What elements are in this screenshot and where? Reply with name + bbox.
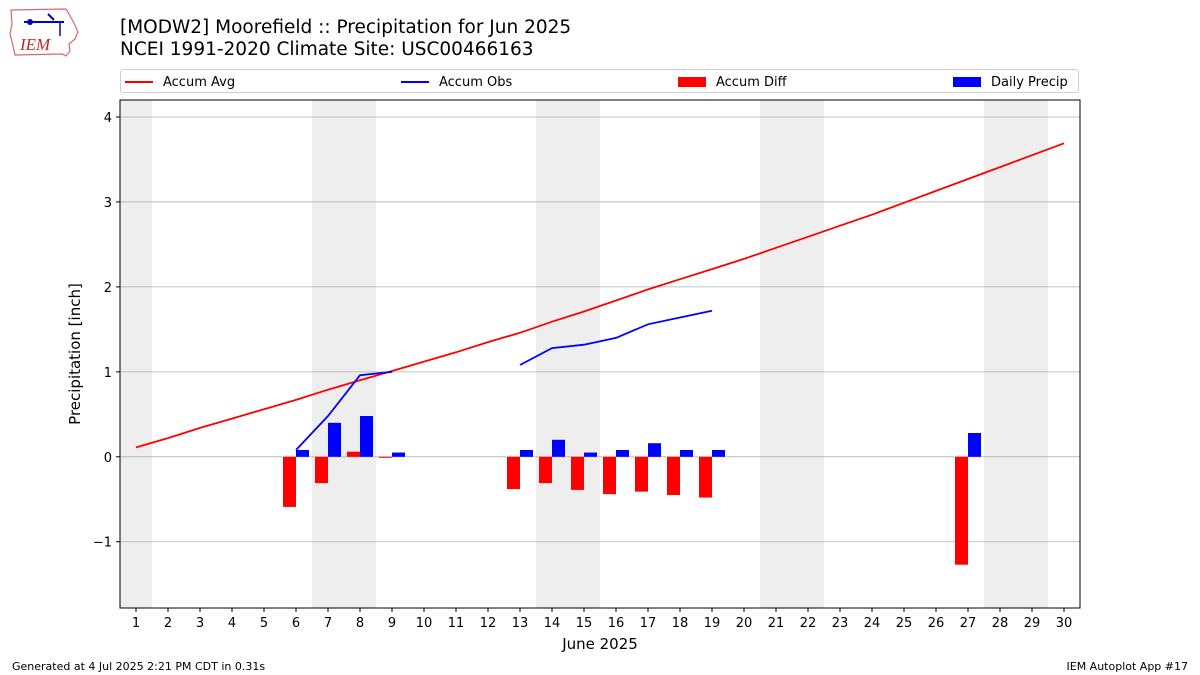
x-tick-label-11: 11 (448, 616, 465, 631)
x-tick-label-5: 5 (260, 616, 268, 631)
daily-precip-bar-day-15 (584, 452, 597, 457)
legend-label-accum-diff: Accum Diff (716, 74, 787, 90)
daily-precip-bar-day-8 (360, 416, 373, 457)
x-tick-label-28: 28 (992, 616, 1009, 631)
plot-frame (119, 99, 1081, 609)
x-tick-label-20: 20 (736, 616, 753, 631)
accum-diff-bar-day-27 (955, 456, 968, 565)
weekend-shade-day-21 (760, 100, 792, 608)
daily-precip-bar-day-14 (552, 439, 565, 457)
weekend-shade-day-1 (120, 100, 152, 608)
x-tick-label-6: 6 (292, 616, 300, 631)
weekend-shade-day-22 (792, 100, 824, 608)
daily-precip-bar-day-6 (296, 449, 309, 457)
accum-avg-line-segment-1 (135, 142, 1065, 449)
daily-precip-bar-day-17 (648, 443, 661, 457)
daily-precip-bar-day-16 (616, 449, 629, 457)
legend-entry-daily-precip: Daily Precip (953, 73, 1068, 91)
x-tick-label-2: 2 (164, 616, 172, 631)
x-tick-label-19: 19 (704, 616, 721, 631)
x-tick-label-10: 10 (416, 616, 433, 631)
x-tick-label-8: 8 (356, 616, 364, 631)
x-tick-label-4: 4 (228, 616, 236, 631)
accum-obs-line-segment-1 (295, 370, 393, 451)
accum-diff-bar-day-13 (507, 456, 520, 490)
accum-diff-bar-day-17 (635, 456, 648, 492)
legend-entry-accum-avg: Accum Avg (125, 73, 235, 91)
x-tick-label-7: 7 (324, 616, 332, 631)
x-tick-label-27: 27 (960, 616, 977, 631)
x-tick-label-30: 30 (1056, 616, 1073, 631)
accum-diff-bar-day-7 (315, 456, 328, 484)
x-tick-label-22: 22 (800, 616, 817, 631)
x-tick-label-23: 23 (832, 616, 849, 631)
x-tick-label-24: 24 (864, 616, 881, 631)
autoplot-app-label: IEM Autoplot App #17 (1066, 660, 1189, 673)
y-tick-label-1: 1 (104, 366, 112, 381)
accum-diff-bar-day-6 (283, 456, 296, 507)
y-tick-label-0: 0 (104, 451, 112, 466)
daily-precip-bar-day-9 (392, 452, 405, 457)
x-tick-label-25: 25 (896, 616, 913, 631)
x-tick-label-1: 1 (132, 616, 140, 631)
weekend-shade-day-7 (312, 100, 344, 608)
legend-entry-accum-obs: Accum Obs (401, 73, 512, 91)
daily-precip-bar-day-7 (328, 422, 341, 457)
legend-swatch-accum-obs (401, 81, 429, 83)
x-tick-label-17: 17 (640, 616, 657, 631)
iem-logo: IEM (9, 8, 79, 57)
y-tick-label--1: −1 (93, 536, 112, 551)
accum-diff-bar-day-15 (571, 456, 584, 490)
accum-diff-bar-day-18 (667, 456, 680, 496)
chart-title: [MODW2] Moorefield :: Precipitation for … (120, 17, 572, 38)
x-tick-label-18: 18 (672, 616, 689, 631)
x-tick-label-9: 9 (388, 616, 396, 631)
daily-precip-bar-day-27 (968, 433, 981, 457)
daily-precip-bar-day-18 (680, 449, 693, 457)
accum-diff-bar-day-19 (699, 456, 712, 498)
legend-swatch-accum-avg (125, 81, 153, 83)
y-axis-label: Precipitation [inch] (66, 283, 84, 425)
x-tick-label-29: 29 (1024, 616, 1041, 631)
x-tick-label-3: 3 (196, 616, 204, 631)
accum-diff-bar-day-14 (539, 456, 552, 484)
legend-label-accum-avg: Accum Avg (163, 74, 236, 90)
x-tick-label-13: 13 (512, 616, 529, 631)
iowa-outline-icon (9, 8, 79, 57)
accum-diff-bar-day-8 (347, 451, 360, 457)
logo-text: IEM (19, 35, 51, 54)
legend-label-daily-precip: Daily Precip (991, 74, 1068, 90)
x-tick-label-14: 14 (544, 616, 561, 631)
daily-precip-bar-day-13 (520, 449, 533, 457)
chart-subtitle: NCEI 1991-2020 Climate Site: USC00466163 (120, 39, 534, 60)
y-tick-label-2: 2 (104, 281, 112, 296)
daily-precip-bar-day-19 (712, 449, 725, 457)
legend-swatch-accum-diff (678, 77, 706, 87)
weekend-shade-day-15 (568, 100, 600, 608)
weekend-shade-day-29 (1016, 100, 1048, 608)
y-tick-label-4: 4 (104, 111, 112, 126)
accum-obs-line-segment-2 (519, 309, 713, 366)
legend-entry-accum-diff: Accum Diff (678, 73, 787, 91)
weekend-shade-day-8 (344, 100, 376, 608)
x-tick-label-21: 21 (768, 616, 785, 631)
chart-legend: Accum Avg Accum Obs Accum Diff Daily Pre… (120, 69, 1079, 93)
x-axis-label: June 2025 (561, 635, 638, 653)
x-tick-label-15: 15 (576, 616, 593, 631)
legend-swatch-daily-precip (953, 77, 981, 87)
x-tick-label-26: 26 (928, 616, 945, 631)
x-tick-label-16: 16 (608, 616, 625, 631)
weekend-shade-day-28 (984, 100, 1016, 608)
accum-diff-bar-day-16 (603, 456, 616, 495)
legend-label-accum-obs: Accum Obs (439, 74, 513, 90)
weekend-shade-day-14 (536, 100, 568, 608)
y-tick-label-3: 3 (104, 196, 112, 211)
accum-diff-bar-day-9 (379, 456, 392, 458)
x-tick-label-12: 12 (480, 616, 497, 631)
generated-timestamp: Generated at 4 Jul 2025 2:21 PM CDT in 0… (12, 660, 266, 673)
